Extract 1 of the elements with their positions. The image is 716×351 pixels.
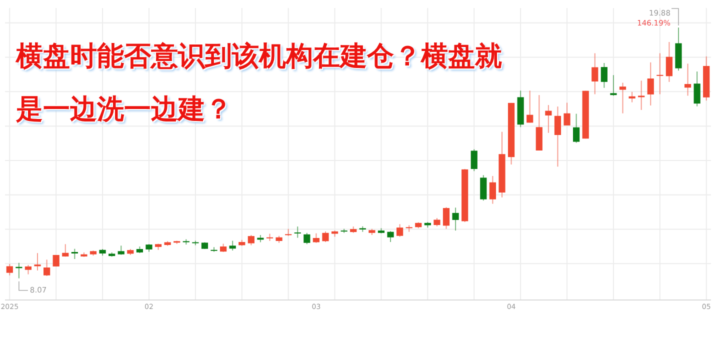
- text: 横盘时能否意识到该机构在建仓？横盘就是一边洗一边建？: [16, 40, 503, 127]
